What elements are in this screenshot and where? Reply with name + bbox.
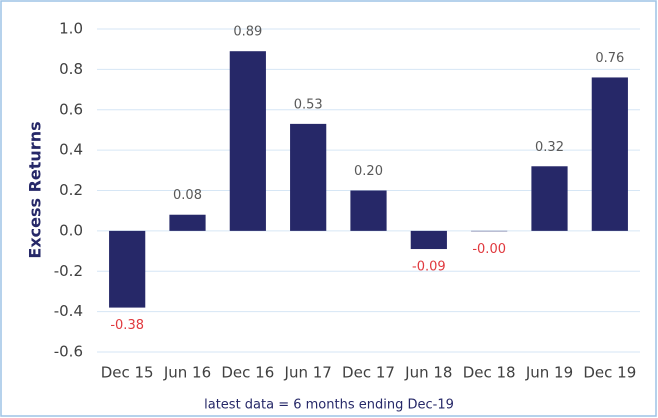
y-tick-label: -0.2 — [54, 262, 83, 280]
bar — [531, 166, 568, 231]
data-label: 0.53 — [294, 97, 323, 112]
data-label: 0.89 — [233, 25, 262, 40]
y-tick-label: 1.0 — [59, 20, 83, 38]
data-label: 0.32 — [535, 140, 564, 155]
x-tick-label: Dec 15 — [101, 364, 154, 382]
data-label: -0.38 — [110, 318, 144, 333]
x-tick-label: Jun 16 — [163, 364, 211, 382]
y-tick-label: 0.0 — [59, 221, 83, 239]
y-tick-label: 0.4 — [59, 141, 83, 159]
y-tick-label: 0.6 — [59, 100, 83, 118]
data-label: -0.00 — [472, 242, 506, 257]
data-label: -0.09 — [412, 260, 446, 275]
x-tick-label: Dec 18 — [463, 364, 516, 382]
x-tick-label: Dec 16 — [221, 364, 274, 382]
x-tick-label: Jun 19 — [525, 364, 573, 382]
bar — [169, 214, 206, 231]
y-tick-label: 0.8 — [59, 60, 83, 78]
bar — [229, 51, 266, 231]
x-tick-label: Jun 17 — [284, 364, 332, 382]
x-tick-label: Dec 19 — [583, 364, 636, 382]
bar — [350, 190, 387, 231]
y-tick-label: -0.4 — [54, 302, 83, 320]
data-label: 0.08 — [173, 188, 202, 203]
bar — [290, 123, 327, 231]
x-tick-label: Dec 17 — [342, 364, 395, 382]
note: latest data = 6 months ending Dec-19 — [204, 398, 454, 413]
y-tick-label: 0.2 — [59, 181, 83, 199]
bar — [109, 230, 146, 308]
data-label: 0.76 — [595, 51, 624, 66]
x-tick-label: Jun 18 — [404, 364, 452, 382]
y-axis-label: Excess Returns — [26, 121, 45, 258]
y-tick-label: -0.6 — [54, 343, 83, 361]
data-label: 0.20 — [354, 164, 383, 179]
bar — [410, 230, 447, 250]
bar — [591, 77, 628, 231]
